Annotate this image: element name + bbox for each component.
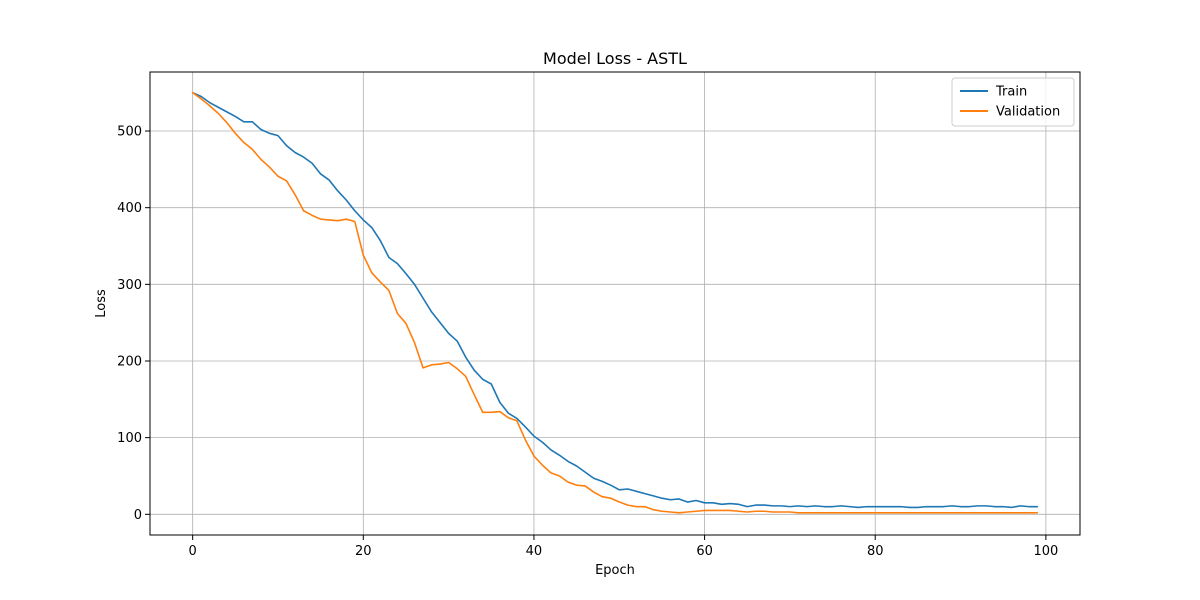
y-tick-label: 200 <box>117 354 142 369</box>
series-line-train <box>191 91 1039 509</box>
x-tick-label: 100 <box>1033 544 1058 559</box>
y-tick-label: 400 <box>117 201 142 216</box>
y-tick-label: 300 <box>117 278 142 293</box>
legend-label-train: Train <box>995 85 1027 100</box>
legend-label-validation: Validation <box>996 105 1060 120</box>
x-tick-label: 0 <box>189 544 197 559</box>
x-tick-label: 20 <box>355 544 372 559</box>
y-tick-label: 100 <box>117 431 142 446</box>
x-axis-title: Epoch <box>595 563 635 578</box>
axis-ticks: 0 20 40 60 80 100 0 100 200 300 400 500 <box>117 125 1058 559</box>
x-tick-label: 80 <box>867 544 884 559</box>
series-lines <box>191 91 1039 514</box>
chart-title: Model Loss - ASTL <box>543 49 687 68</box>
y-axis-title: Loss <box>94 289 109 318</box>
grid-lines <box>150 72 1080 535</box>
series-line-validation <box>191 91 1039 514</box>
x-tick-label: 40 <box>526 544 543 559</box>
y-tick-label: 0 <box>134 508 142 523</box>
y-tick-label: 500 <box>117 125 142 140</box>
legend: Train Validation <box>951 77 1075 127</box>
plot-area-frame <box>149 71 1081 536</box>
x-tick-label: 60 <box>696 544 713 559</box>
